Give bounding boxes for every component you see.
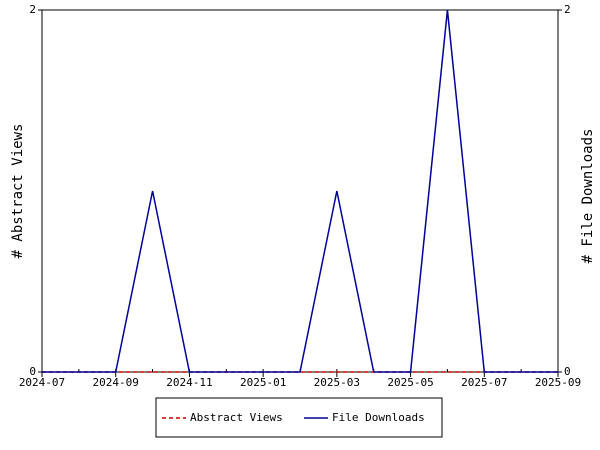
plot-frame xyxy=(41,9,559,373)
x-tick-label: 2024-11 xyxy=(166,376,212,389)
line-series xyxy=(42,9,558,373)
x-tick-label: 2025-01 xyxy=(240,376,286,389)
legend-box xyxy=(155,397,443,438)
legend-label: Abstract Views xyxy=(190,411,283,424)
legend-label: File Downloads xyxy=(332,411,425,424)
x-tick-label: 2025-05 xyxy=(387,376,433,389)
y2-axis-title: # File Downloads xyxy=(580,129,596,264)
y2-tick-label: 2 xyxy=(564,3,571,16)
x-tick-label: 2025-03 xyxy=(314,376,360,389)
y2-tick-label: 0 xyxy=(564,365,571,378)
y-axis-title: # Abstract Views xyxy=(10,124,26,259)
x-tick-label: 2024-07 xyxy=(19,376,65,389)
y-tick-label: 0 xyxy=(29,365,36,378)
x-tick-label: 2025-07 xyxy=(461,376,507,389)
x-tick-label: 2024-09 xyxy=(93,376,139,389)
y-tick-label: 2 xyxy=(29,3,36,16)
x-tick-label: 2025-09 xyxy=(535,376,581,389)
